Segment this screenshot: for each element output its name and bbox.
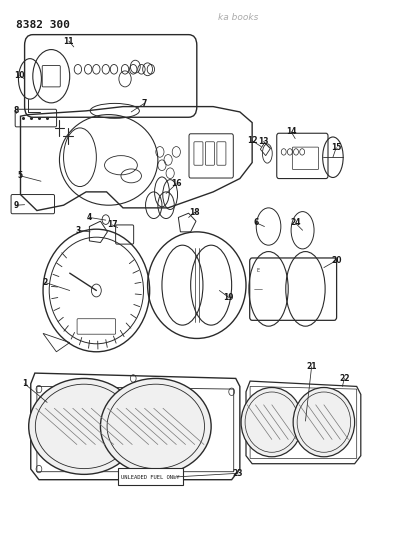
Text: 16: 16: [171, 180, 181, 188]
Text: 21: 21: [306, 362, 316, 371]
Text: 5: 5: [18, 172, 23, 180]
Text: 22: 22: [338, 374, 349, 383]
Text: 11: 11: [63, 37, 74, 45]
Text: 12: 12: [246, 136, 257, 145]
Text: 10: 10: [14, 71, 25, 80]
Text: ka books: ka books: [217, 13, 257, 22]
Text: 17: 17: [107, 221, 117, 229]
Text: 20: 20: [331, 256, 342, 264]
Text: 8: 8: [13, 107, 19, 115]
Text: 6: 6: [253, 219, 258, 227]
Text: 4: 4: [87, 213, 92, 222]
Text: 8382 300: 8382 300: [16, 20, 70, 30]
Ellipse shape: [240, 387, 302, 457]
FancyBboxPatch shape: [118, 468, 183, 485]
Text: 15: 15: [330, 143, 341, 152]
Text: 18: 18: [189, 208, 200, 216]
Text: 7: 7: [141, 99, 147, 108]
Ellipse shape: [292, 387, 354, 457]
Ellipse shape: [100, 378, 211, 474]
Text: 19: 19: [223, 293, 234, 302]
Text: 9: 9: [14, 201, 19, 209]
Text: 3: 3: [75, 226, 80, 235]
Text: 1: 1: [22, 379, 27, 388]
Ellipse shape: [29, 378, 139, 474]
Text: 13: 13: [258, 137, 268, 146]
Text: 23: 23: [232, 469, 243, 478]
Text: 14: 14: [285, 127, 296, 136]
Text: 2: 2: [43, 278, 47, 287]
Text: UNLEADED FUEL ONLY: UNLEADED FUEL ONLY: [121, 474, 179, 480]
Text: 24: 24: [289, 219, 300, 227]
Text: E: E: [256, 268, 259, 273]
